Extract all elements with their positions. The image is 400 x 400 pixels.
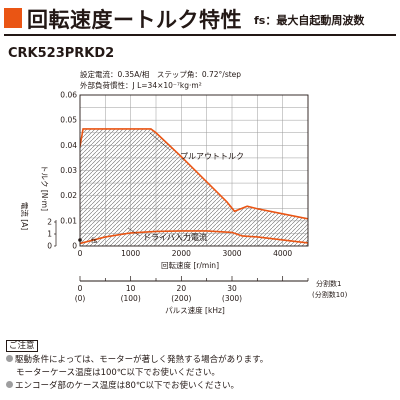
y-tick-label: 0.05 — [60, 116, 77, 125]
page-title: 回転速度ートルク特性 — [27, 8, 242, 32]
pulse-tick-label-divided: (300) — [222, 294, 242, 303]
y-axis-label: トルク [N·m] — [40, 165, 49, 211]
y-tick-label: 0.04 — [60, 141, 77, 150]
plot-frame — [79, 94, 309, 247]
y2-tick-label: 1 — [47, 230, 52, 239]
pulse-tick-label-divided: (200) — [171, 294, 191, 303]
bullet-icon — [6, 355, 13, 362]
accent-square — [4, 8, 22, 28]
pulse-tick-label-divided: (100) — [121, 294, 141, 303]
pulse-tick-label: 20 — [177, 284, 187, 293]
x-tick-label: 4000 — [273, 249, 292, 258]
y-tick-label: 0.01 — [60, 216, 77, 225]
note-text: 駆動条件によっては、モーターが著しく発熱する場合があります。 — [15, 355, 269, 365]
driver-input-current-label: ドライバ入力電流 — [143, 232, 207, 242]
pulse-tick-label-divided: (0) — [75, 294, 86, 303]
x-tick-label: 3000 — [222, 249, 241, 258]
pull-out-torque-line — [80, 128, 308, 220]
division-10-label: (分割数10) — [312, 290, 348, 299]
y-tick-label: 0.02 — [60, 191, 77, 200]
pulse-tick-label: 10 — [126, 284, 136, 293]
x-tick-label: 1000 — [121, 249, 140, 258]
bullet-icon — [6, 381, 13, 388]
note-text: エンコーダ部のケース温度は80℃以下でお使いください。 — [15, 381, 239, 391]
header-rule — [4, 34, 396, 36]
condition-current-step: 設定電流：0.35A/相 ステップ角：0.72°/step — [80, 70, 242, 79]
condition-load-inertia: 外部負荷慣性：J L=34×10⁻⁷kg·m² — [80, 81, 202, 90]
note-item-1: 駆動条件によっては、モーターが著しく発熱する場合があります。 — [6, 353, 268, 365]
division-1-label: 分割数1 — [316, 279, 341, 288]
x-tick-label: 0 — [78, 249, 83, 258]
y2-axis-label: 電流 [A] — [20, 202, 30, 230]
pulse-tick-label: 0 — [78, 284, 83, 293]
pulse-tick-label: 30 — [227, 284, 237, 293]
torque-speed-chart: 0 1000 2000 3000 400000.010.020.030.040.050.… — [20, 91, 348, 316]
model-name: CRK523PRKD2 — [8, 46, 115, 61]
pull-out-torque-leader — [149, 132, 171, 151]
x-axis-label: 回転速度 [r/min] — [161, 260, 219, 270]
y2-tick-label: 2 — [47, 218, 52, 227]
notes-title: ご注意 — [6, 340, 38, 352]
driver-input-current-line — [80, 230, 308, 245]
pulse-axis-label: パルス速度 [kHz] — [165, 305, 225, 315]
y2-tick-label: 0 — [47, 242, 52, 251]
note-item-3: エンコーダ部のケース温度は80℃以下でお使いください。 — [6, 379, 239, 391]
pull-out-torque-label: プルアウトトルク — [180, 152, 244, 161]
y-tick-label: 0.03 — [60, 166, 77, 175]
fs-definition: fs：最大自起動周波数 — [254, 14, 365, 27]
header: 回転速度ートルク特性 fs：最大自起動周波数 — [0, 2, 400, 36]
y-tick-label: 0.06 — [60, 91, 77, 100]
note-item-2: モーターケース温度は100℃以下でお使いください。 — [16, 368, 220, 378]
y-tick-label: 0 — [72, 242, 77, 251]
x-tick-label: 2000 — [172, 249, 191, 258]
driver-input-current-leader — [127, 227, 141, 237]
fs-label: fs — [91, 237, 97, 245]
fs-point — [78, 238, 82, 242]
hatched-area — [80, 128, 308, 246]
